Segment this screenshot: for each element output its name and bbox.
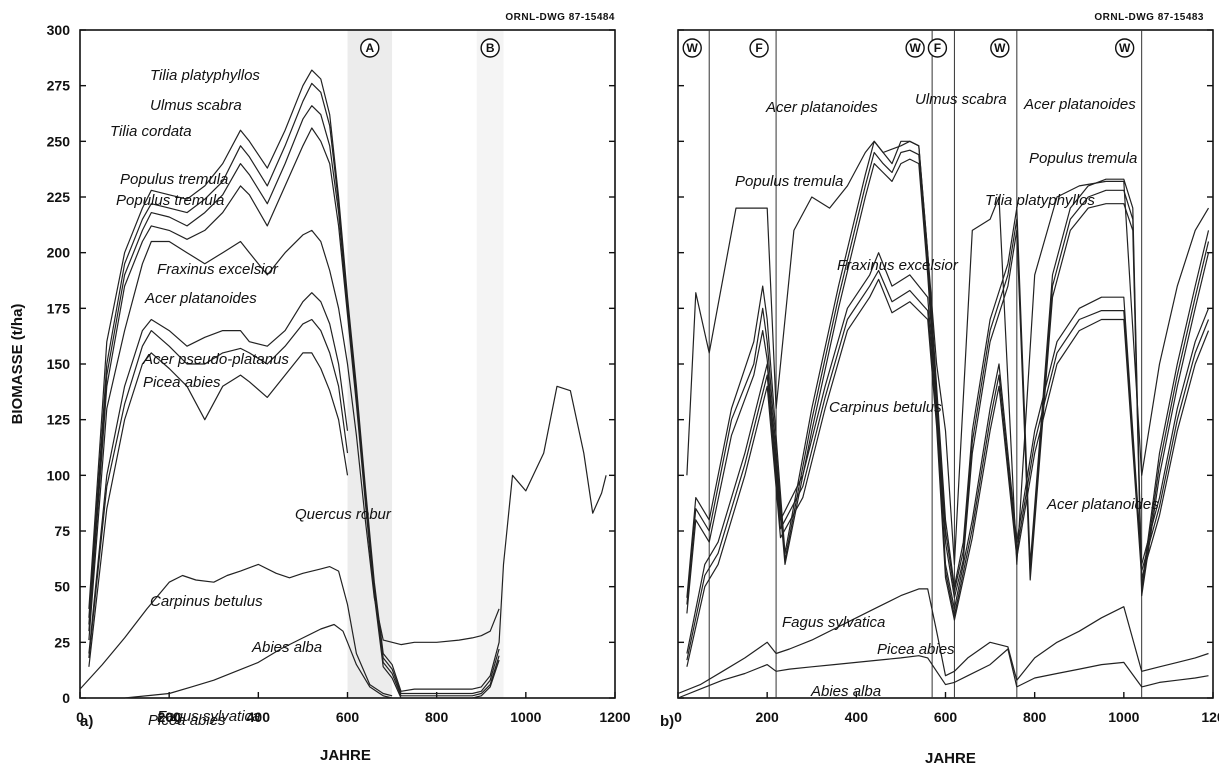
panel-b-x-tick-label: 1000: [1108, 709, 1139, 725]
panel-b-event-marker-label: W: [1119, 41, 1131, 55]
panel-b-series-line: [686, 140, 1210, 566]
panel-a-species-annotation: Quercus robur: [295, 506, 392, 523]
panel-b-species-annotation: Tilia platyphyllos: [985, 192, 1095, 209]
panel-a-y-tick-label: 225: [47, 189, 71, 205]
panel-a-x-tick-label: 1000: [510, 709, 541, 725]
panel-b-event-marker-circle: [749, 38, 769, 58]
panel-b-species-annotation: Fagus sylvatica: [782, 614, 885, 631]
panel-b-series-line: [686, 140, 1210, 598]
panel-a-y-tick-label: 200: [47, 245, 71, 261]
panel-a-x-tick-label: 400: [247, 709, 271, 725]
panel-b-species-annotation: Abies alba: [810, 683, 881, 700]
panel-b-species-annotation: Fraxinus excelsior: [837, 257, 959, 274]
panel-b-series-line: [686, 149, 1210, 605]
panel-a-species-annotation: Populus tremula: [120, 171, 228, 188]
panel-a-series-line: [88, 229, 500, 646]
panel-a-species-annotation: Tilia platyphyllos: [150, 67, 260, 84]
panel-a-y-tick-label: 100: [47, 467, 71, 483]
panel-a-species-annotation: Populus tremula: [116, 192, 224, 209]
panel-a-y-tick-label: 300: [47, 22, 71, 38]
panel-a-x-tick-label: 800: [425, 709, 449, 725]
panel-a-species-annotation: Picea abies: [143, 374, 221, 391]
panel-b-event-marker-circle: [990, 38, 1010, 58]
panel-a-shaded-period: [347, 30, 393, 698]
panel-b-x-axis-label: JAHRE: [925, 750, 976, 767]
panel-b-event-marker-circle: [927, 38, 948, 58]
panel-a-x-tick-label: 1200: [599, 709, 630, 725]
panel-b-species-annotation: Picea abies: [877, 641, 955, 658]
panel-b-species-annotation: Acer platanoides: [765, 99, 878, 116]
panel-b-event-marker-label: F: [755, 41, 762, 55]
panel-b-series-line: [686, 252, 1210, 654]
panel-b-event-marker-circle: [1114, 38, 1135, 58]
panel-a-species-annotation: Picea abies: [148, 712, 226, 729]
panel-a-species-annotation: Abies alba: [251, 639, 322, 656]
panel-b-x-tick-label: 800: [1023, 709, 1047, 725]
panel-b-series-line: [677, 648, 1209, 699]
panel-b-label: b): [660, 713, 674, 730]
panel-b-event-marker-label: W: [994, 41, 1006, 55]
panel-a-y-tick-label: 150: [47, 356, 71, 372]
panel-a-species-annotation: Ulmus scabra: [150, 97, 242, 114]
panel-b-x-tick-label: 400: [845, 709, 869, 725]
panel-b-species-annotation: Populus tremula: [735, 173, 843, 190]
panel-a-drawing-number: ORNL-DWG 87-15484: [505, 12, 615, 23]
panel-a-species-annotation: Fraxinus excelsior: [157, 261, 279, 278]
panel-b-x-tick-label: 0: [674, 709, 682, 725]
panel-a-label: a): [80, 713, 93, 730]
panel-a-y-tick-label: 250: [47, 133, 71, 149]
panel-a-series-line: [88, 318, 349, 658]
panel-a-y-tick-label: 125: [47, 412, 71, 428]
panel-a-series-line: [79, 563, 393, 697]
panel-b-event-marker-label: W: [687, 41, 699, 55]
panel-b-series-line: [686, 278, 1210, 667]
panel-a-shaded-period: [476, 30, 504, 698]
panel-a-period-circle: [360, 38, 380, 58]
panel-b-species-annotation: Acer platanoides: [1046, 496, 1159, 513]
panel-b-event-marker-label: F: [934, 41, 941, 55]
y-axis-label: BIOMASSE (t/ha): [9, 304, 26, 425]
panel-a-species-annotation: Acer platanoides: [144, 290, 257, 307]
panel-a-y-tick-label: 75: [54, 523, 70, 539]
panel-a-y-tick-label: 50: [54, 579, 70, 595]
panel-a: 0 200 400 600 800 1000 1200 0 25 50 75 100 125 150 175…: [9, 12, 631, 764]
panel-a-series-line: [88, 292, 349, 654]
panel-a-species-annotation: Fagus sylvatica: [157, 708, 260, 725]
panel-b-event-marker-circle: [682, 38, 702, 58]
panel-b-drawing-number: ORNL-DWG 87-15483: [1094, 12, 1204, 23]
panel-a-series-line: [88, 105, 500, 697]
panel-a-period-circle: [480, 38, 500, 58]
panel-b-species-annotation: Acer platanoides: [1023, 96, 1136, 113]
panel-b-species-annotation: Populus tremula: [1029, 150, 1137, 167]
panel-a-x-axis-label: JAHRE: [320, 747, 371, 764]
panel-a-y-tick-label: 275: [47, 78, 71, 94]
panel-a-y-tick-label: 0: [62, 690, 70, 706]
panel-b-event-marker-circle: [905, 38, 925, 58]
panel-a-period-label: B: [486, 41, 495, 55]
panel-a-x-tick-label: 0: [76, 709, 84, 725]
panel-b-series-line: [677, 588, 1209, 695]
panel-a-species-annotation: Acer pseudo-platanus: [142, 351, 289, 368]
panel-b-event-marker-label: W: [909, 41, 921, 55]
panel-a-series-line: [80, 623, 393, 699]
panel-a-x-tick-label: 600: [336, 709, 360, 725]
panel-b-x-tick-label: 600: [934, 709, 958, 725]
panel-a-y-tick-label: 25: [54, 634, 70, 650]
panel-a-species-annotation: Carpinus betulus: [150, 593, 263, 610]
panel-a-y-tick-label: 175: [47, 300, 71, 316]
panel-a-species-annotation: Tilia cordata: [110, 123, 192, 140]
panel-a-series-line: [88, 352, 349, 667]
panel-b-x-tick-label: 120: [1201, 709, 1219, 725]
panel-a-series-line: [88, 82, 500, 695]
panel-b-species-annotation: Carpinus betulus: [829, 399, 942, 416]
panel-a-period-label: A: [365, 41, 374, 55]
panel-a-x-tick-label: 200: [157, 709, 181, 725]
panel-b-x-tick-label: 200: [755, 709, 779, 725]
panel-a-series-line: [88, 127, 500, 699]
panel-b-frame: [677, 29, 1214, 699]
panel-b-species-annotation: Ulmus scabra: [915, 91, 1007, 108]
